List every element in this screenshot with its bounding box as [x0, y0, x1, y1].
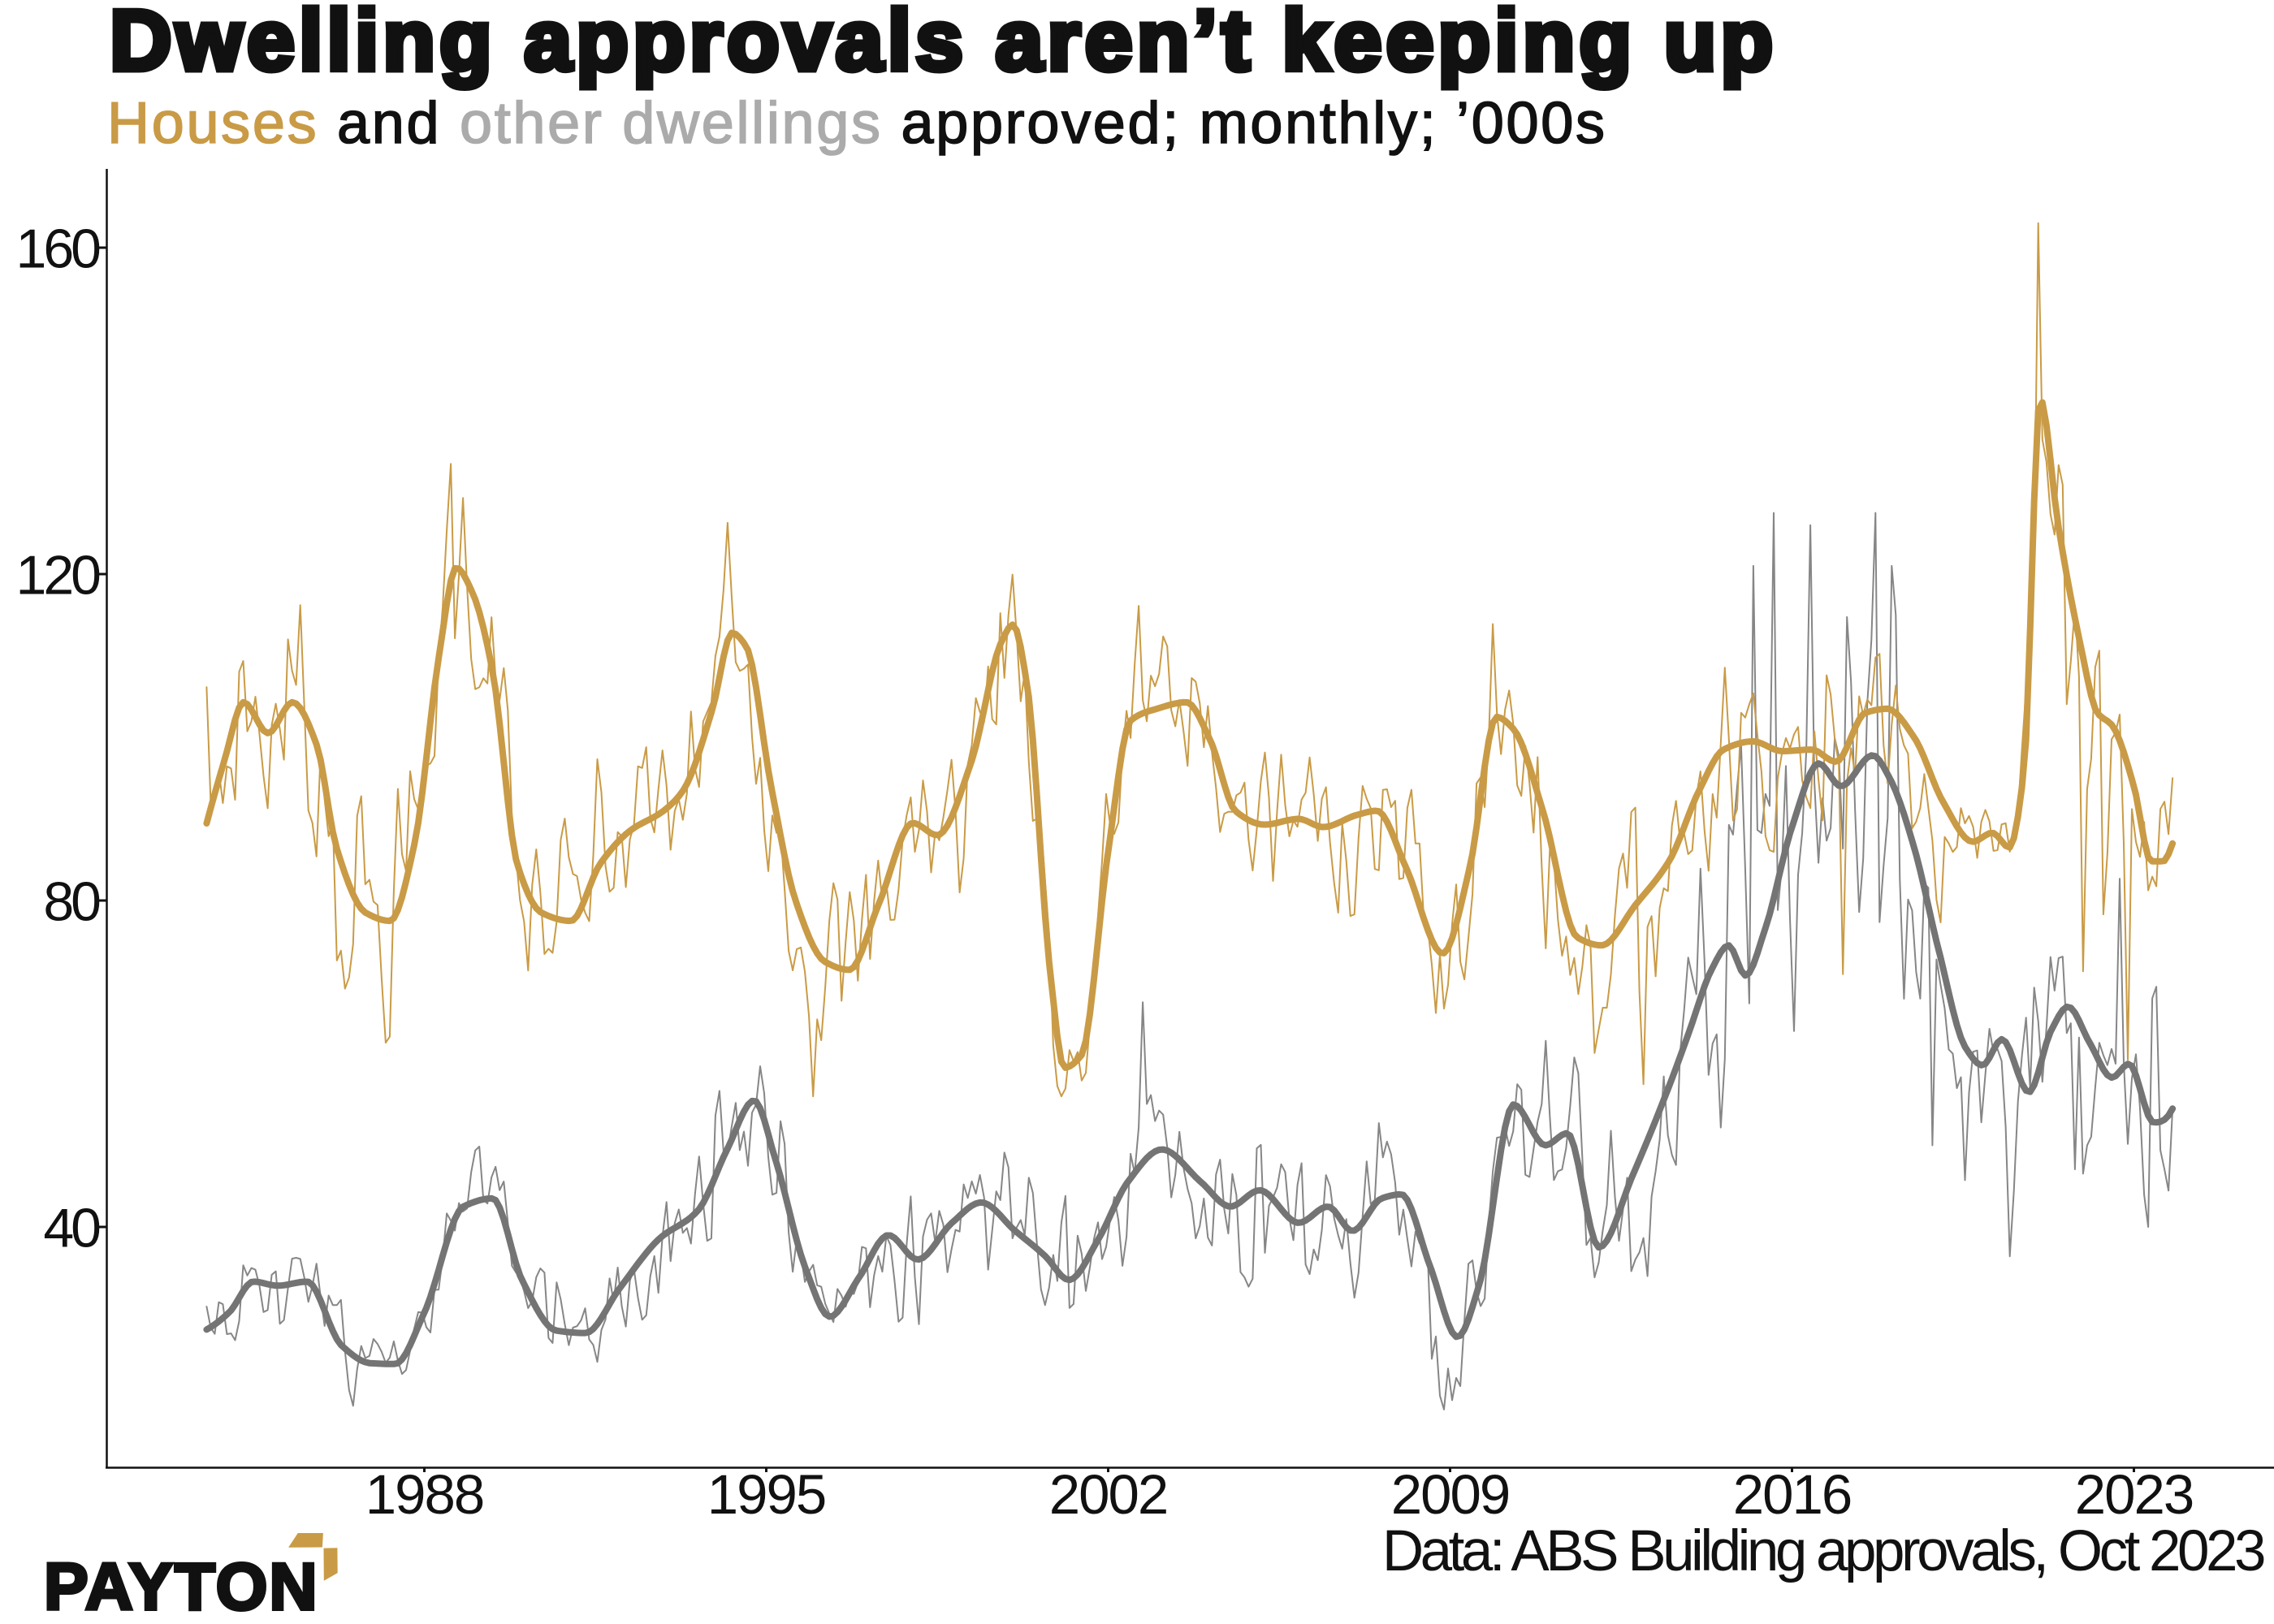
svg-text:Houses and other dwellings app: Houses and other dwellings approved; mon…: [107, 91, 1607, 156]
svg-text:PAYTON: PAYTON: [44, 1550, 319, 1624]
svg-text:120: 120: [16, 545, 101, 607]
svg-text:160: 160: [16, 218, 101, 280]
svg-text:2016: 2016: [1733, 1463, 1852, 1526]
svg-text:2023: 2023: [2075, 1463, 2194, 1526]
svg-text:80: 80: [43, 871, 100, 933]
svg-text:Data: ABS Building approvals,: Data: ABS Building approvals, Oct 2023: [1382, 1519, 2264, 1583]
svg-text:2002: 2002: [1049, 1463, 1168, 1526]
svg-text:1995: 1995: [707, 1463, 826, 1526]
svg-text:2009: 2009: [1391, 1463, 1510, 1526]
svg-text:Dwelling approvals aren’t keep: Dwelling approvals aren’t keeping up: [110, 0, 1777, 89]
svg-text:40: 40: [43, 1198, 100, 1259]
svg-text:1988: 1988: [365, 1463, 484, 1526]
